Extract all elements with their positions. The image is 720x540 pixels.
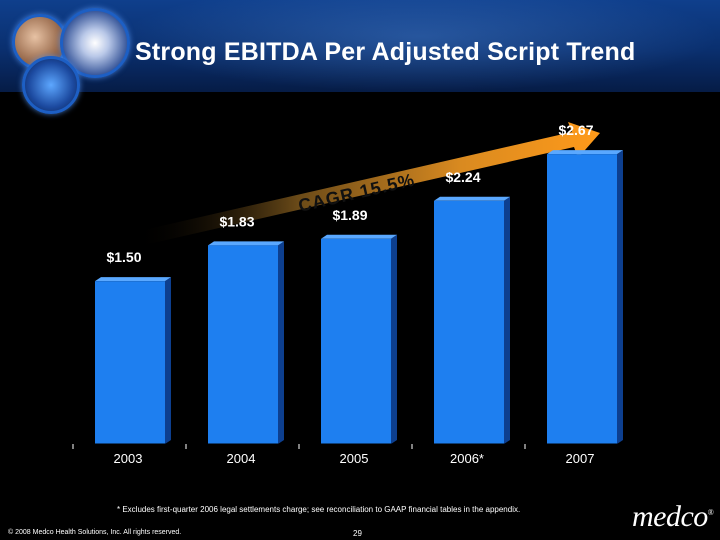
data-label-2006*: $2.24 (445, 169, 480, 185)
copyright: © 2008 Medco Health Solutions, Inc. All … (8, 529, 182, 536)
logo-registered-mark: ® (707, 508, 714, 517)
page-title: Strong EBITDA Per Adjusted Script Trend (135, 38, 636, 66)
tick-label-2007: 2007 (566, 451, 595, 466)
bar-2007 (547, 154, 617, 444)
dna-helix-image (22, 56, 80, 114)
bar-2004 (208, 245, 278, 444)
tick-label-2004: 2004 (227, 451, 256, 466)
data-label-2007: $2.67 (558, 122, 593, 138)
bar-2006* (434, 200, 504, 444)
bar-top-2006* (434, 196, 510, 201)
tick-label-2003: 2003 (114, 451, 143, 466)
tick-label-2006*: 2006* (450, 451, 484, 466)
footnote: * Excludes first-quarter 2006 legal sett… (117, 505, 521, 514)
bar-top-2004 (208, 241, 284, 246)
logo-text: medco (632, 500, 708, 533)
tick-label-2005: 2005 (340, 451, 369, 466)
bar-2005 (321, 238, 391, 444)
data-label-2003: $1.50 (106, 249, 141, 265)
header-banner: Strong EBITDA Per Adjusted Script Trend (0, 0, 720, 114)
data-label-2004: $1.83 (219, 213, 254, 229)
bar-top-2005 (321, 234, 397, 239)
bar-side-2006* (504, 196, 510, 444)
x-axis-ticks: 2003 2004 2005 2006* 2007 (72, 444, 595, 466)
medco-logo: medco® (632, 500, 714, 534)
bars-group (95, 150, 623, 444)
bar-top-2007 (547, 150, 623, 155)
data-label-2005: $1.89 (332, 207, 367, 223)
bar-side-2003 (165, 277, 171, 444)
page-number: 29 (353, 529, 362, 538)
value-labels: $1.50 $1.83 $1.89 $2.24 $2.67 (106, 122, 593, 265)
bar-2003 (95, 281, 165, 444)
bar-side-2005 (391, 234, 397, 444)
header-glow (120, 0, 720, 92)
bar-side-2007 (617, 150, 623, 444)
bar-top-2003 (95, 277, 171, 282)
cagr-arrow-shape (135, 122, 600, 246)
cagr-arrow: CAGR 15.5% (135, 122, 600, 246)
bar-side-2004 (278, 241, 284, 444)
